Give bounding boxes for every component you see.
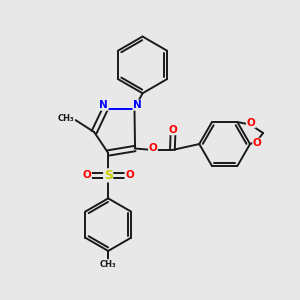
Text: N: N xyxy=(133,100,142,110)
Text: N: N xyxy=(99,100,108,110)
Text: O: O xyxy=(169,125,177,135)
Text: O: O xyxy=(125,170,134,180)
Text: O: O xyxy=(253,138,262,148)
Text: CH₃: CH₃ xyxy=(58,114,74,123)
Text: O: O xyxy=(246,118,255,128)
Text: S: S xyxy=(104,169,113,182)
Text: CH₃: CH₃ xyxy=(100,260,116,268)
Text: O: O xyxy=(148,142,158,153)
Text: O: O xyxy=(82,170,91,180)
